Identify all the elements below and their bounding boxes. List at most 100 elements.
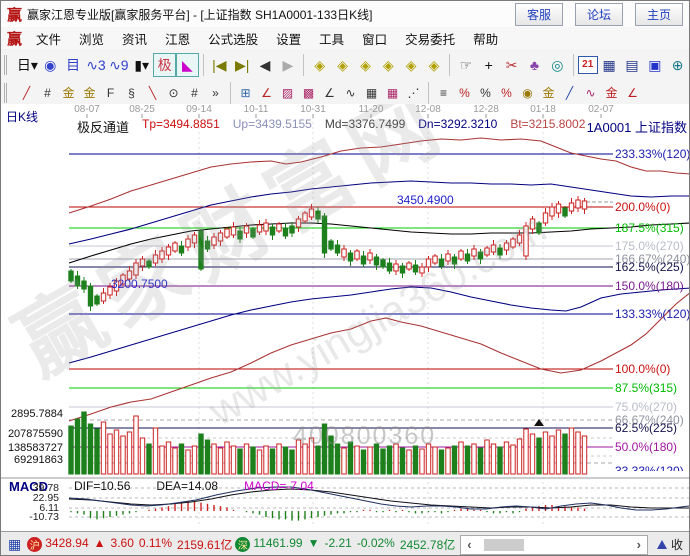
grid-large-icon[interactable]: ▦ [386,85,399,100]
menu-item-4[interactable]: 江恩 [165,32,191,47]
region-tool-icon[interactable]: ◎ [551,57,564,73]
calculator-icon[interactable]: ▦ [602,57,616,73]
next-bar-icon[interactable]: ▶ [282,57,294,73]
menu-item-5[interactable]: 公式选股 [208,32,259,47]
angle-measure-icon[interactable]: ∠ [627,85,638,100]
extreme-channel-icon[interactable]: 极 [153,53,176,77]
parallel-lines-icon[interactable]: ⋰ [407,85,420,100]
percent-extend-icon[interactable]: % [501,85,512,100]
angle-line-icon[interactable]: ∠ [324,85,335,100]
kline-plot[interactable] [1,104,690,531]
menu-item-6[interactable]: 设置 [276,32,302,47]
measure-icon[interactable]: ≡ [439,85,447,100]
shanghai-market-icon[interactable]: 沪 [27,537,43,552]
gann-grid-icon[interactable]: ▩ [302,85,315,100]
report-icon[interactable]: ▤ [625,57,639,73]
service-button[interactable]: 客服 [514,2,563,26]
gann-level-label-7: 150.0%(180) [615,279,684,293]
gann-level-label-4: 175.0%(270) [615,239,684,253]
kline-chart-panel[interactable]: 日K线 08-07 08-25 09-14 10-11 10-31 11-20 12-08 1… [1,104,690,531]
scrollbar-thumb[interactable] [483,538,524,551]
main-toolbar: 日▾ ◉ 目 ∿3 ∿9 ▮▾ 极 ◣ |◀ ▶| ◀ ▶ ◈ ◈ ◈ ◈ ◈ ◈ ☞ + ✂ ♣ ◎ 21 ▦ ▤ ▣ ⊕ [1,49,689,82]
candle-style-icon[interactable]: ▮▾ [134,57,150,73]
pattern-icon[interactable]: ◉ [44,57,57,73]
network-icon[interactable]: ⊕ [671,57,684,73]
shenzhen-index-quote[interactable]: 11461.99 ▼ -2.21 -0.02% 2452.78亿 [253,536,455,553]
quote-grid-icon[interactable]: ▦ [8,536,22,552]
price-mark-icon[interactable]: ╱ [565,85,574,100]
period-kline-icon[interactable]: 日▾ [16,57,38,73]
cycle-circle-icon[interactable]: ⊙ [168,85,179,100]
indicator-name: 极反通道 [77,120,130,135]
date-tick-4: 10-11 [243,104,269,115]
grid-small-icon[interactable]: ▦ [365,85,378,100]
app-logo-icon: 赢 [7,6,23,24]
cut-tool-icon[interactable]: ✂ [505,57,518,73]
toolbar-drag-handle[interactable] [4,55,12,75]
gold-price-icon[interactable]: 金 [83,85,96,100]
wave-3-icon[interactable]: ∿3 [86,57,106,73]
menu-item-9[interactable]: 交易委托 [405,32,456,47]
fibonacci-icon[interactable]: F [106,85,115,100]
volume-scale-3: 69291863 [14,454,63,466]
crosshair-icon[interactable]: + [484,57,493,73]
expand-horizontal-icon[interactable]: ◈ [360,57,371,73]
gann-level-label-6: 162.5%(225) [615,260,684,274]
shift-left-icon[interactable]: ◈ [314,57,326,73]
hand-tool-icon[interactable]: ☞ [459,57,473,73]
percent-icon[interactable]: % [480,85,491,100]
sh-arrow-up-icon: ▲ [93,536,106,550]
expand-vertical-icon[interactable]: ◈ [405,57,417,73]
brush-icon[interactable]: ╲ [148,85,157,100]
compress-vertical-icon[interactable]: ◈ [428,57,440,73]
horizontal-scrollbar[interactable]: ‹ › [460,534,648,555]
menu-item-7[interactable]: 工具 [319,32,345,47]
collapse-label[interactable]: 收 [670,538,683,552]
menu-item-1[interactable]: 文件 [36,32,62,47]
spiral-icon[interactable]: § [128,85,135,100]
gold-line-icon[interactable]: 金 [542,85,555,100]
gold-section-icon[interactable]: 金 [62,85,75,100]
menu-bar: 赢 文件 浏览 资讯 江恩 公式选股 设置 工具 窗口 交易委托 帮助 [1,27,689,50]
gann-fan-icon[interactable]: ∠ [261,85,272,100]
gann-box-icon[interactable]: ▨ [281,85,294,100]
gold-circle-icon[interactable]: ◉ [522,85,533,100]
menu-item-2[interactable]: 浏览 [79,32,105,47]
last-page-icon[interactable]: ▶| [234,57,250,73]
color-kline-icon[interactable]: ◣ [176,53,199,77]
save-icon[interactable]: ▣ [648,57,662,73]
menu-logo-icon: 赢 [7,30,23,48]
first-page-icon[interactable]: |◀ [212,57,227,73]
zigzag-icon[interactable]: ∿ [345,85,356,100]
menu-item-8[interactable]: 窗口 [362,32,388,47]
forum-button[interactable]: 论坛 [574,2,623,26]
sh-change: 3.60 [110,536,134,550]
shanghai-index-quote[interactable]: 3428.94 ▲ 3.60 0.11% 2159.61亿 [45,536,232,553]
draw-line-icon[interactable]: ╱ [22,85,31,100]
more-tools-icon[interactable]: » [212,85,219,100]
prev-bar-icon[interactable]: ◀ [259,57,271,73]
compress-horizontal-icon[interactable]: ◈ [382,57,394,73]
note-list-icon[interactable]: 目 [66,57,81,73]
menu-item-3[interactable]: 资讯 [122,32,148,47]
status-bar: ▦ 沪 3428.94 ▲ 3.60 0.11% 2159.61亿 深 11461… [1,531,689,555]
ruler-icon[interactable]: # [191,85,198,100]
scroll-left-icon[interactable]: ‹ [467,537,472,552]
scroll-right-icon[interactable]: › [636,537,641,552]
home-button[interactable]: 主页 [634,2,683,26]
toolbar-drag-handle[interactable] [4,82,12,103]
shift-right-icon[interactable]: ◈ [337,57,348,73]
mark-tool-icon[interactable]: ♣ [529,57,540,73]
shenzhen-market-icon[interactable]: 深 [235,537,251,552]
wave-9-icon[interactable]: ∿9 [109,57,129,73]
calendar-icon[interactable]: 21 [577,56,598,74]
wave-ruler-icon[interactable]: ∿ [585,85,596,100]
title-bar: 赢 赢家江恩专业版[赢家服务平台] - [上证指数 SH1A0001-133日K… [1,1,689,28]
gann-level-label-13: 62.5%(225) [615,421,678,435]
sz-percent: -0.02% [356,536,395,550]
percent-line-icon[interactable]: % [459,85,470,100]
time-grid-icon[interactable]: # [44,85,51,100]
box-tool-icon[interactable]: ⊞ [240,85,251,100]
menu-item-10[interactable]: 帮助 [473,32,499,47]
gold-grid-icon[interactable]: 金 [605,85,618,100]
